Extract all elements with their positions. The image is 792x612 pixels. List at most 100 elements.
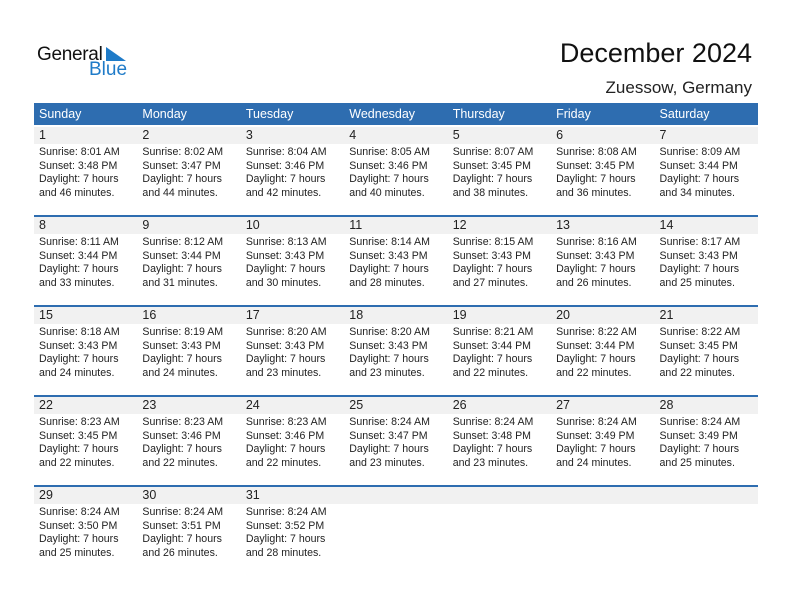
sunset: Sunset: 3:52 PM xyxy=(245,519,325,532)
daylight: Daylight: 7 hours xyxy=(452,443,533,455)
sunset: Sunset: 3:43 PM xyxy=(349,339,428,352)
day-cell: 20 Sunrise: 8:22 AM Sunset: 3:44 PM Dayl… xyxy=(551,307,655,395)
day-cell: 4 Sunrise: 8:05 AM Sunset: 3:46 PM Dayli… xyxy=(344,127,448,215)
day-cell: 19 Sunrise: 8:21 AM Sunset: 3:44 PM Dayl… xyxy=(447,307,552,395)
daylight-minutes: and 46 minutes. xyxy=(39,186,115,199)
daylight: Daylight: 7 hours xyxy=(349,173,429,185)
sunset: Sunset: 3:49 PM xyxy=(659,429,738,442)
sunset: Sunset: 3:47 PM xyxy=(142,159,221,172)
sunset: Sunset: 3:43 PM xyxy=(659,249,738,262)
daylight-minutes: and 38 minutes. xyxy=(452,186,529,199)
daylight: Daylight: 7 hours xyxy=(659,443,740,455)
day-number: 17 xyxy=(240,307,345,324)
day-cell: 24 Sunrise: 8:23 AM Sunset: 3:46 PM Dayl… xyxy=(240,397,345,485)
location: Zuessow, Germany xyxy=(605,78,752,97)
weekday-sunday: Sunday xyxy=(39,107,82,121)
day-cell: 5 Sunrise: 8:07 AM Sunset: 3:45 PM Dayli… xyxy=(447,127,552,215)
day-number: 23 xyxy=(137,397,241,414)
daylight-minutes: and 26 minutes. xyxy=(142,546,218,559)
daylight-minutes: and 22 minutes. xyxy=(245,456,322,469)
daylight: Daylight: 7 hours xyxy=(245,533,326,545)
daylight-minutes: and 22 minutes. xyxy=(142,456,218,469)
daylight-minutes: and 25 minutes. xyxy=(39,546,115,559)
daylight: Daylight: 7 hours xyxy=(659,353,740,365)
day-number: 21 xyxy=(654,307,758,324)
day-cell: 13 Sunrise: 8:16 AM Sunset: 3:43 PM Dayl… xyxy=(551,217,655,305)
sunset: Sunset: 3:44 PM xyxy=(39,249,118,262)
sunrise: Sunrise: 8:23 AM xyxy=(245,416,327,428)
day-cell: 29 Sunrise: 8:24 AM Sunset: 3:50 PM Dayl… xyxy=(34,487,138,575)
daylight: Daylight: 7 hours xyxy=(245,173,326,185)
sunset: Sunset: 3:45 PM xyxy=(39,429,118,442)
day-number: 22 xyxy=(34,397,138,414)
day-number: 29 xyxy=(34,487,138,504)
sunset: Sunset: 3:48 PM xyxy=(39,159,118,172)
sunrise: Sunrise: 8:24 AM xyxy=(245,506,327,518)
sunset: Sunset: 3:43 PM xyxy=(245,249,325,262)
daylight: Daylight: 7 hours xyxy=(452,263,533,275)
weekday-wednesday: Wednesday xyxy=(349,107,416,121)
day-number: 7 xyxy=(654,127,758,144)
daylight-minutes: and 26 minutes. xyxy=(556,276,632,289)
day-number: 16 xyxy=(137,307,241,324)
day-cell: 18 Sunrise: 8:20 AM Sunset: 3:43 PM Dayl… xyxy=(344,307,448,395)
day-number: 10 xyxy=(240,217,345,234)
day-number: 3 xyxy=(240,127,345,144)
empty-cell xyxy=(654,487,758,575)
day-cell: 27 Sunrise: 8:24 AM Sunset: 3:49 PM Dayl… xyxy=(551,397,655,485)
daylight-minutes: and 28 minutes. xyxy=(349,276,425,289)
sunset: Sunset: 3:47 PM xyxy=(349,429,428,442)
daylight: Daylight: 7 hours xyxy=(556,173,636,185)
sunset: Sunset: 3:45 PM xyxy=(556,159,635,172)
sunset: Sunset: 3:48 PM xyxy=(452,429,532,442)
weekday-header: Sunday Monday Tuesday Wednesday Thursday Frid… xyxy=(34,103,758,125)
daylight: Daylight: 7 hours xyxy=(452,173,533,185)
day-number: 15 xyxy=(34,307,138,324)
day-number: 8 xyxy=(34,217,138,234)
sunset: Sunset: 3:45 PM xyxy=(452,159,532,172)
day-cell: 11 Sunrise: 8:14 AM Sunset: 3:43 PM Dayl… xyxy=(344,217,448,305)
calendar: Sunday Monday Tuesday Wednesday Thursday Frid… xyxy=(34,103,758,575)
sunrise: Sunrise: 8:24 AM xyxy=(142,506,224,518)
sunset: Sunset: 3:46 PM xyxy=(349,159,428,172)
daylight-minutes: and 30 minutes. xyxy=(245,276,322,289)
sunrise: Sunrise: 8:20 AM xyxy=(245,326,327,338)
day-number: 30 xyxy=(137,487,241,504)
day-number: 1 xyxy=(34,127,138,144)
sunset: Sunset: 3:43 PM xyxy=(142,339,221,352)
daylight: Daylight: 7 hours xyxy=(39,443,119,455)
sunset: Sunset: 3:43 PM xyxy=(452,249,532,262)
daylight: Daylight: 7 hours xyxy=(39,173,119,185)
empty-day-bar xyxy=(551,487,655,504)
sunrise: Sunrise: 8:17 AM xyxy=(659,236,741,248)
empty-cell xyxy=(344,487,448,575)
day-number: 28 xyxy=(654,397,758,414)
sunset: Sunset: 3:43 PM xyxy=(349,249,428,262)
sunrise: Sunrise: 8:24 AM xyxy=(556,416,637,428)
daylight-minutes: and 40 minutes. xyxy=(349,186,425,199)
daylight-minutes: and 22 minutes. xyxy=(659,366,735,379)
day-cell: 31 Sunrise: 8:24 AM Sunset: 3:52 PM Dayl… xyxy=(240,487,345,575)
day-cell: 21 Sunrise: 8:22 AM Sunset: 3:45 PM Dayl… xyxy=(654,307,758,395)
daylight: Daylight: 7 hours xyxy=(349,353,429,365)
daylight: Daylight: 7 hours xyxy=(142,263,222,275)
day-number: 26 xyxy=(447,397,552,414)
sunrise: Sunrise: 8:09 AM xyxy=(659,146,741,158)
sunrise: Sunrise: 8:23 AM xyxy=(39,416,120,428)
daylight-minutes: and 34 minutes. xyxy=(659,186,735,199)
sunrise: Sunrise: 8:02 AM xyxy=(142,146,224,158)
day-cell: 14 Sunrise: 8:17 AM Sunset: 3:43 PM Dayl… xyxy=(654,217,758,305)
sunset: Sunset: 3:51 PM xyxy=(142,519,221,532)
day-cell: 25 Sunrise: 8:24 AM Sunset: 3:47 PM Dayl… xyxy=(344,397,448,485)
day-cell: 2 Sunrise: 8:02 AM Sunset: 3:47 PM Dayli… xyxy=(137,127,241,215)
daylight-minutes: and 27 minutes. xyxy=(452,276,529,289)
daylight-minutes: and 31 minutes. xyxy=(142,276,218,289)
day-cell: 9 Sunrise: 8:12 AM Sunset: 3:44 PM Dayli… xyxy=(137,217,241,305)
daylight-minutes: and 22 minutes. xyxy=(39,456,115,469)
week-row: 1 Sunrise: 8:01 AM Sunset: 3:48 PM Dayli… xyxy=(34,125,758,215)
day-number: 4 xyxy=(344,127,448,144)
day-number: 2 xyxy=(137,127,241,144)
day-number: 25 xyxy=(344,397,448,414)
sunrise: Sunrise: 8:19 AM xyxy=(142,326,224,338)
daylight-minutes: and 33 minutes. xyxy=(39,276,115,289)
